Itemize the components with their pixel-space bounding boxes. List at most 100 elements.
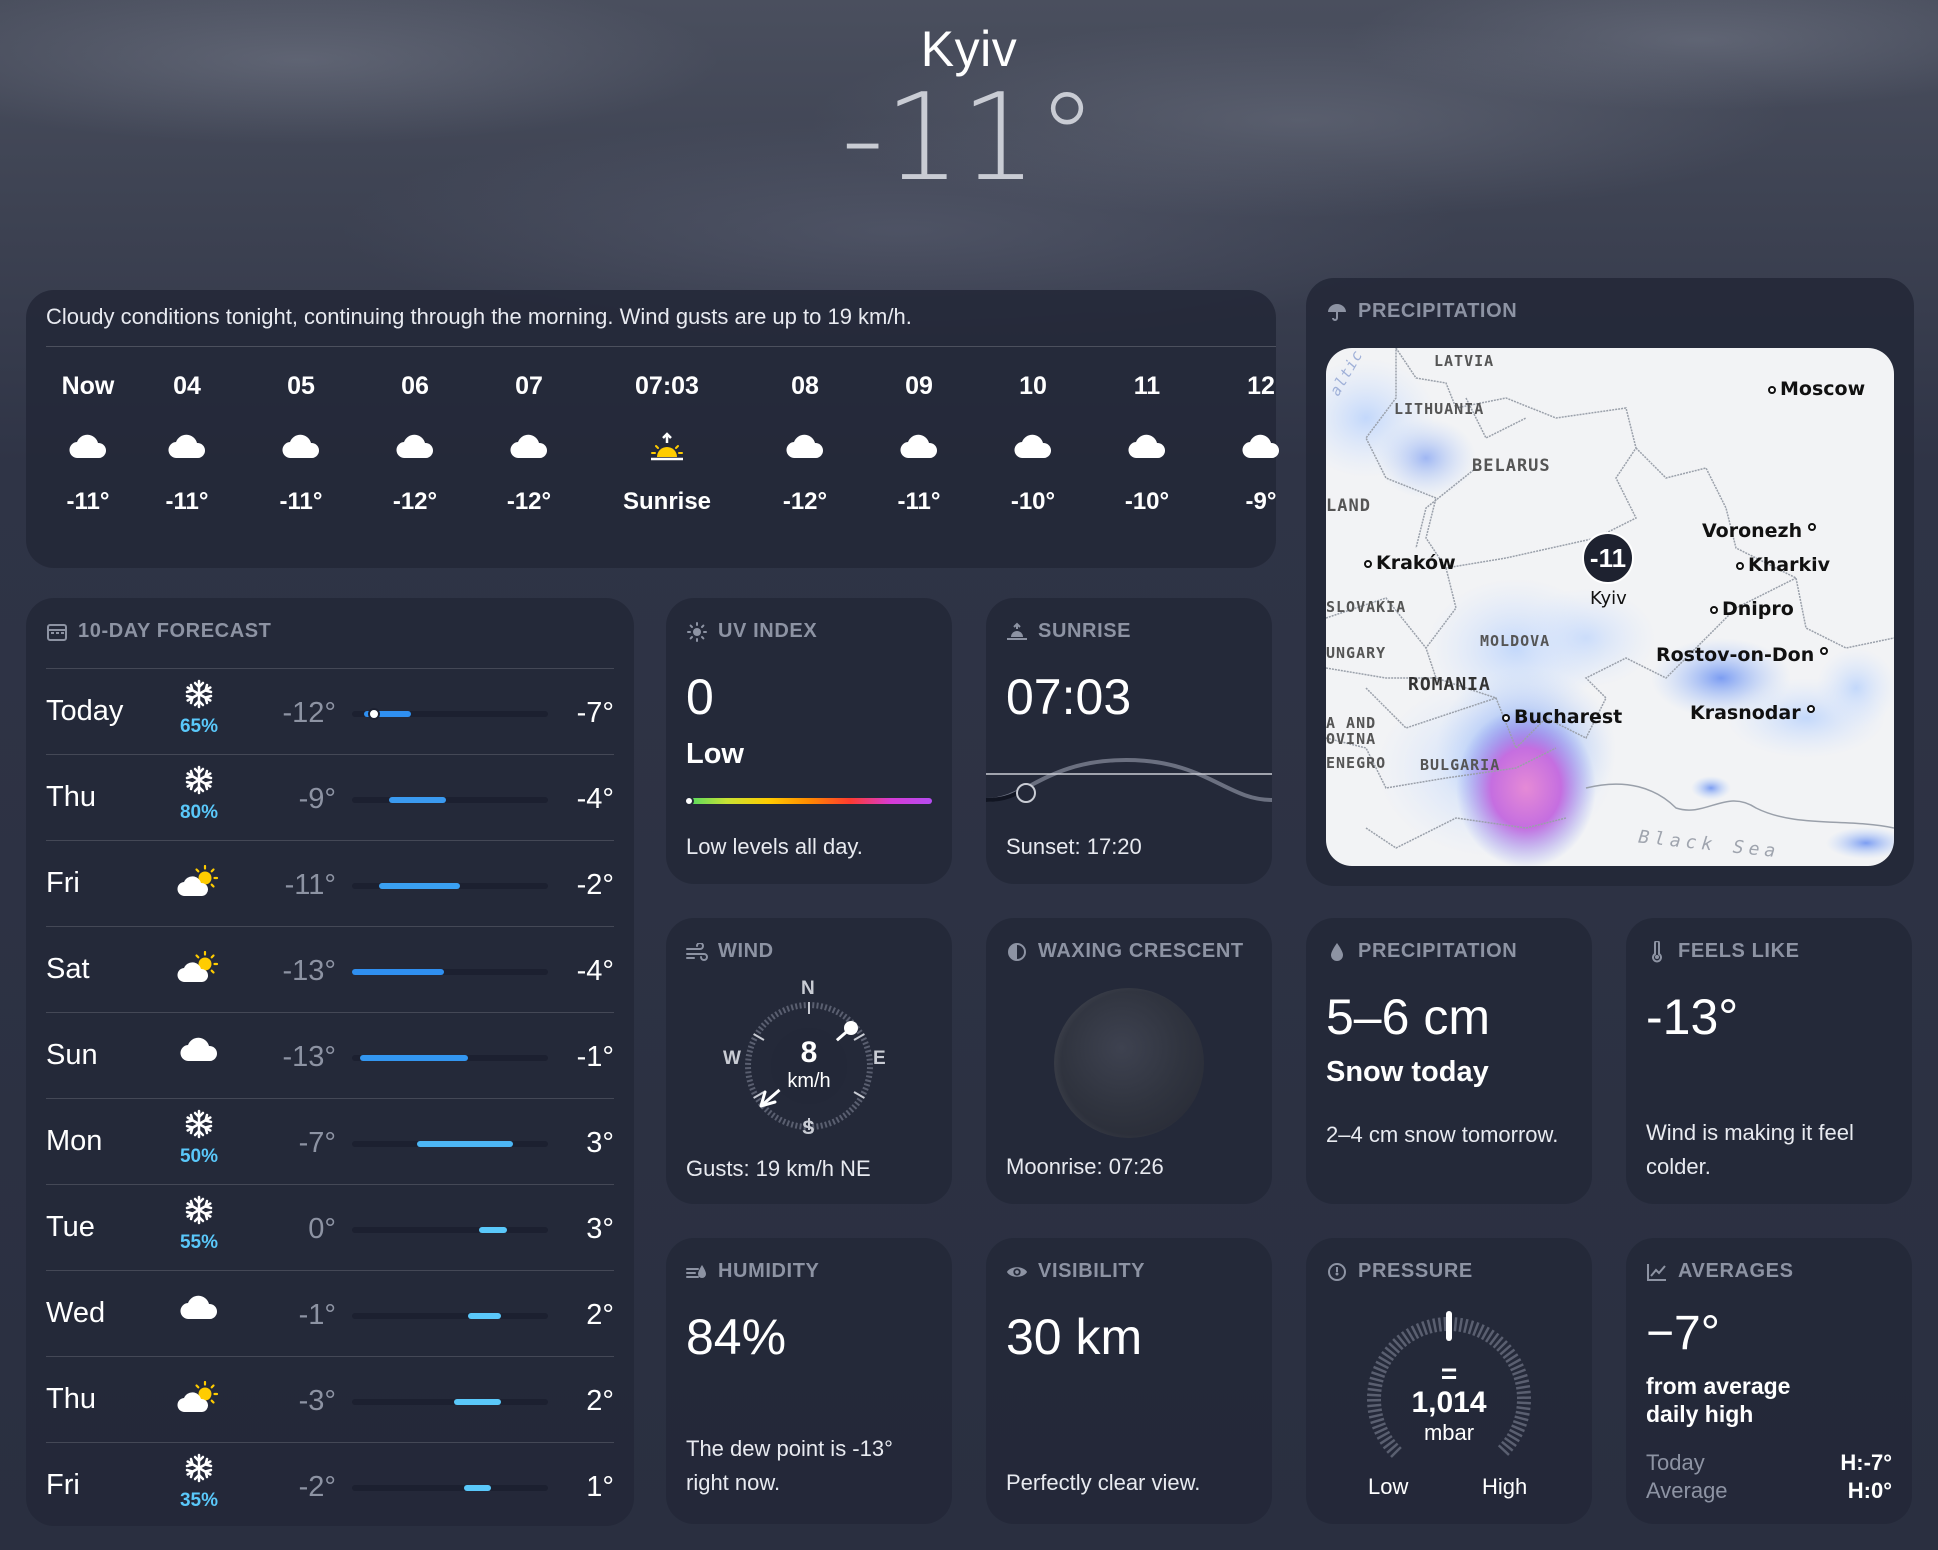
card-title: PRECIPITATION [1326, 300, 1517, 323]
hour-item: 04 -11° [130, 372, 244, 516]
sunrise-time: 07:03 [1006, 669, 1132, 725]
card-title-label: PRECIPITATION [1358, 940, 1518, 962]
hour-time: 05 [287, 372, 315, 400]
uv-level: Low [686, 738, 744, 770]
day-row[interactable]: Today 65% -12° -7° [46, 668, 614, 754]
high-temp: -4° [576, 783, 614, 815]
current-temperature: -11° [841, 69, 1097, 208]
pressure-card[interactable]: PRESSURE = 1,014 mbar Low High [1306, 1238, 1592, 1524]
sun-path-graph [986, 757, 1272, 803]
uv-index-card[interactable]: UV INDEX 0 Low Low levels all day. [666, 598, 952, 884]
wind-card[interactable]: WIND N E S W 8 km/h Gusts: 19 km/h NE [666, 918, 952, 1204]
day-row[interactable]: Mon 50% -7° 3° [46, 1098, 614, 1184]
precipitation-sub: Snow today [1326, 1056, 1489, 1088]
ten-day-forecast-card[interactable]: 10-DAY FORECAST Today 65% -12° -7° Thu 80% -9°… [26, 598, 634, 1526]
day-name: Today [46, 695, 124, 727]
hour-time: 04 [173, 372, 201, 400]
moon-phase-card[interactable]: WAXING CRESCENT Moonrise: 07:26 [986, 918, 1272, 1204]
day-row[interactable]: Thu 80% -9° -4° [46, 754, 614, 840]
city-label-krakow: Kraków [1364, 552, 1456, 574]
hour-time: Now [61, 372, 115, 400]
forecast-summary: Cloudy conditions tonight, continuing th… [46, 304, 912, 329]
low-temp: -11° [284, 869, 336, 901]
day-row[interactable]: Fri -11° -2° [46, 840, 614, 926]
hour-temp: -9° [1245, 488, 1277, 515]
compass-east: E [873, 1048, 886, 1069]
hour-item: 08 -12° [748, 372, 862, 516]
hourly-list[interactable]: Now -11° 04 -11° 05 -11° 06 -12° 07 -12° 07:03 Sunr… [46, 372, 1280, 516]
card-title: PRECIPITATION [1326, 940, 1517, 963]
temp-range-bar [363, 711, 411, 717]
humidity-card[interactable]: HUMIDITY 84% The dew point is -13° right… [666, 1238, 952, 1524]
country-label: BELARUS [1472, 456, 1551, 476]
feels-like-description: Wind is making it feel colder. [1646, 1120, 1854, 1179]
hour-time: 11 [1133, 372, 1161, 400]
hour-temp: -11° [66, 488, 110, 515]
visibility-card[interactable]: VISIBILITY 30 km Perfectly clear view. [986, 1238, 1272, 1524]
hour-item: 07:03 Sunrise [586, 372, 748, 516]
country-label: LAND [1326, 496, 1371, 516]
country-label: MOLDOVA [1480, 632, 1551, 650]
card-title-label: WAXING CRESCENT [1038, 940, 1244, 962]
sunrise-card[interactable]: SUNRISE 07:03 Sunset: 17:20 [986, 598, 1272, 884]
precipitation-map[interactable]: LATVIA LITHUANIA BELARUS LAND SLOVAKIA M… [1326, 348, 1894, 866]
umbrella-icon [1326, 301, 1348, 323]
hour-time: 06 [401, 372, 429, 400]
cloud-icon [1204, 412, 1318, 482]
card-title: UV INDEX [686, 620, 817, 643]
card-title: FEELS LIKE [1646, 940, 1800, 963]
day-icon-wrap: 55% [166, 1195, 232, 1254]
averages-card[interactable]: AVERAGES −7° from average daily high Tod… [1626, 1238, 1912, 1524]
day-row[interactable]: Tue 55% 0° 3° [46, 1184, 614, 1270]
low-temp: -12° [282, 697, 336, 729]
precipitation-description: 2–4 cm snow tomorrow. [1326, 1122, 1559, 1147]
day-icon-wrap [166, 950, 232, 990]
card-title: VISIBILITY [1006, 1260, 1145, 1283]
day-row[interactable]: Thu -3° 2° [46, 1356, 614, 1442]
temp-range-bar [359, 1055, 468, 1061]
hour-time: 10 [1019, 372, 1047, 400]
temp-range-bar [453, 1399, 501, 1405]
feels-like-value: -13° [1646, 989, 1739, 1045]
location-marker[interactable]: -11 [1582, 532, 1634, 584]
hour-item: 10 -10° [976, 372, 1090, 516]
temp-range-bar [352, 969, 445, 975]
gauge-icon [1326, 1261, 1348, 1283]
partly-sunny-icon [166, 864, 232, 904]
hour-temp: -11° [897, 488, 941, 515]
day-icon-wrap [166, 1295, 232, 1326]
card-title: PRESSURE [1326, 1260, 1473, 1283]
cloud-icon [1090, 412, 1204, 482]
feels-like-card[interactable]: FEELS LIKE -13° Wind is making it feel c… [1626, 918, 1912, 1204]
temp-range-track [352, 1055, 548, 1061]
thermometer-icon [1646, 940, 1668, 963]
city-label-dnipro: Dnipro [1710, 598, 1794, 620]
day-row[interactable]: Wed -1° 2° [46, 1270, 614, 1356]
humidity-value: 84% [686, 1309, 787, 1365]
precipitation-card[interactable]: PRECIPITATION 5–6 cm Snow today 2–4 cm s… [1306, 918, 1592, 1204]
high-temp: 2° [586, 1385, 614, 1417]
city-label-rostov: Rostov-on-Don [1656, 644, 1832, 666]
day-icon-wrap: 65% [166, 679, 232, 738]
day-row[interactable]: Sun -13° -1° [46, 1012, 614, 1098]
card-title-label: SUNRISE [1038, 620, 1132, 642]
cloud-icon [976, 412, 1090, 482]
cloud-icon [46, 412, 130, 482]
visibility-value: 30 km [1006, 1309, 1143, 1365]
low-temp: -3° [298, 1385, 336, 1417]
day-row[interactable]: Fri 35% -2° 1° [46, 1442, 614, 1528]
uv-description: Low levels all day. [686, 834, 863, 859]
day-row[interactable]: Sat -13° -4° [46, 926, 614, 1012]
country-label: BULGARIA [1420, 756, 1501, 774]
card-title: 10-DAY FORECAST [46, 620, 272, 643]
hour-item: 12 -9° [1204, 372, 1318, 516]
dew-point-description: The dew point is -13° right now. [686, 1436, 893, 1495]
humidity-icon [686, 1261, 708, 1283]
compass-west: W [723, 1048, 741, 1069]
temp-range-bar [479, 1227, 507, 1233]
partly-sunny-icon [166, 950, 232, 990]
day-name: Tue [46, 1211, 95, 1243]
precipitation-map-card[interactable]: PRECIPITATION [1306, 278, 1914, 886]
pressure-gauge [1366, 1311, 1532, 1458]
hourly-forecast-card[interactable]: Cloudy conditions tonight, continuing th… [26, 290, 1280, 568]
